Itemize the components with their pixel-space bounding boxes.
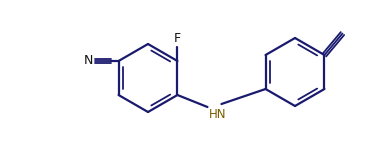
Text: F: F bbox=[174, 33, 181, 45]
Text: HN: HN bbox=[209, 108, 226, 121]
Text: N: N bbox=[84, 54, 93, 68]
